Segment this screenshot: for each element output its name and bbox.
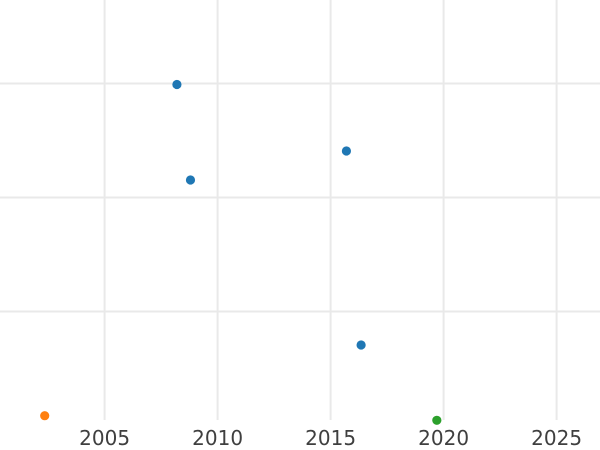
series-blue-point <box>356 340 366 350</box>
x-tick-label: 2025 <box>531 426 583 450</box>
series-blue-point <box>341 146 352 156</box>
x-tick-label: 2010 <box>192 426 244 450</box>
series-blue-point <box>172 79 182 90</box>
x-tick-label: 2015 <box>305 426 357 450</box>
series-green-point <box>432 415 442 425</box>
series-blue-point <box>185 175 196 185</box>
x-tick-label: 2005 <box>79 426 131 450</box>
series-orange-point <box>40 411 50 421</box>
x-tick-label: 2020 <box>418 426 470 450</box>
